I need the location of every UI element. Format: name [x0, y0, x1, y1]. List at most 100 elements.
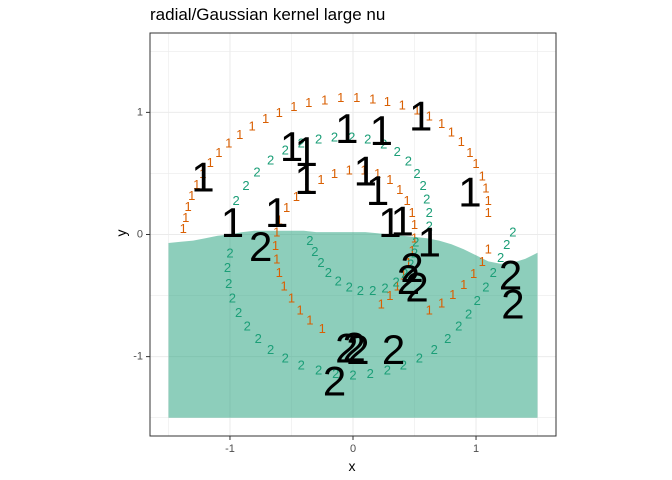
support-vector-class-1: 1: [366, 167, 389, 214]
data-point-class-1: 1: [378, 297, 385, 312]
support-vector-class-1: 1: [280, 123, 303, 170]
data-point-class-2: 2: [315, 363, 322, 378]
data-point-class-1: 1: [182, 210, 189, 225]
data-point-class-2: 2: [267, 342, 274, 357]
x-tick-label: 1: [473, 443, 479, 455]
data-point-class-2: 2: [229, 291, 236, 306]
data-point-class-1: 1: [360, 162, 367, 177]
data-point-class-2: 2: [367, 366, 374, 381]
data-point-class-1: 1: [472, 156, 479, 171]
data-point-class-1: 1: [283, 200, 290, 215]
support-vector-class-1: 1: [378, 199, 401, 246]
data-point-class-1: 1: [411, 231, 418, 246]
data-point-class-1: 1: [290, 99, 297, 114]
data-point-class-1: 1: [369, 91, 376, 106]
data-point-class-1: 1: [199, 166, 206, 181]
data-point-class-2: 2: [282, 350, 289, 365]
data-point-class-1: 1: [386, 172, 393, 187]
data-point-class-2: 2: [411, 245, 418, 260]
data-point-class-2: 2: [332, 366, 339, 381]
data-point-class-1: 1: [331, 166, 338, 181]
support-vector-class-1: 1: [391, 198, 414, 245]
data-point-class-1: 1: [273, 225, 280, 240]
x-tick-label: 0: [350, 443, 356, 455]
data-point-class-1: 1: [319, 321, 326, 336]
support-vector-class-2: 2: [346, 326, 369, 373]
data-point-class-2: 2: [407, 256, 414, 271]
data-point-class-2: 2: [401, 266, 408, 281]
support-vector-class-2: 2: [501, 281, 524, 328]
data-point-class-2: 2: [412, 234, 419, 249]
support-vector-class-1: 1: [221, 199, 244, 246]
data-point-class-1: 1: [188, 188, 195, 203]
data-point-class-2: 2: [384, 363, 391, 378]
data-point-class-2: 2: [503, 237, 510, 252]
data-point-class-1: 1: [460, 277, 467, 292]
data-point-class-2: 2: [364, 132, 371, 147]
data-point-class-1: 1: [207, 155, 214, 170]
axis-ticks: -1 0 1 -1 0 1: [133, 106, 479, 455]
y-tick-label: 0: [137, 229, 143, 241]
data-point-class-2: 2: [426, 205, 433, 220]
data-point-class-2: 2: [226, 245, 233, 260]
support-vector-class-2: 2: [397, 256, 420, 303]
data-point-class-1: 1: [426, 303, 433, 318]
data-point-class-1: 1: [396, 182, 403, 197]
support-vector-class-1: 1: [295, 128, 318, 175]
data-point-class-1: 1: [413, 102, 420, 117]
data-point-class-1: 1: [438, 116, 445, 131]
data-point-class-2: 2: [349, 367, 356, 382]
data-point-class-2: 2: [426, 219, 433, 234]
data-point-class-1: 1: [184, 199, 191, 214]
support-vector-class-2: 2: [249, 223, 272, 270]
data-point-class-1: 1: [276, 105, 283, 120]
data-point-class-2: 2: [380, 137, 387, 152]
data-point-class-2: 2: [253, 165, 260, 180]
data-point-class-2: 2: [455, 319, 462, 334]
support-vector-class-2: 2: [382, 326, 405, 373]
data-point-class-1: 1: [394, 278, 401, 293]
data-point-class-2: 2: [392, 275, 399, 290]
data-point-class-1: 1: [426, 109, 433, 124]
data-point-class-2: 2: [482, 280, 489, 295]
support-vector-class-1: 1: [191, 154, 214, 201]
data-point-class-1: 1: [272, 238, 279, 253]
data-point-class-2: 2: [225, 276, 232, 291]
data-point-class-1: 1: [400, 267, 407, 282]
data-point-class-1: 1: [408, 243, 415, 258]
data-point-class-2: 2: [331, 129, 338, 144]
data-point-class-1: 1: [485, 205, 492, 220]
support-vector-class-1: 1: [458, 168, 481, 215]
data-point-class-2: 2: [509, 225, 516, 240]
data-point-class-2: 2: [444, 331, 451, 346]
support-vector-class-1: 1: [295, 156, 318, 203]
data-point-class-2: 2: [474, 293, 481, 308]
data-point-class-2: 2: [381, 281, 388, 296]
support-vector-class-1: 1: [370, 107, 393, 154]
class-2-decision-region: [168, 230, 538, 418]
data-point-class-1: 1: [273, 251, 280, 266]
data-point-class-2: 2: [311, 244, 318, 259]
data-point-class-1: 1: [470, 266, 477, 281]
data-point-class-1: 1: [337, 90, 344, 105]
data-point-class-2: 2: [224, 260, 231, 275]
data-point-class-1: 1: [296, 303, 303, 318]
data-point-class-1: 1: [317, 172, 324, 187]
data-point-class-2: 2: [490, 265, 497, 280]
data-point-class-1: 1: [405, 255, 412, 270]
data-point-class-1: 1: [304, 179, 311, 194]
data-point-class-2: 2: [465, 306, 472, 321]
data-point-class-1: 1: [485, 193, 492, 208]
y-axis-title: y: [113, 230, 129, 237]
data-point-class-1: 1: [374, 166, 381, 181]
data-point-class-1: 1: [305, 95, 312, 110]
data-point-class-1: 1: [193, 177, 200, 192]
data-point-class-2: 2: [235, 305, 242, 320]
data-point-class-2: 2: [315, 132, 322, 147]
support-vector-class-2: 2: [335, 325, 358, 372]
data-point-class-1: 1: [384, 94, 391, 109]
data-point-class-2: 2: [298, 135, 305, 150]
